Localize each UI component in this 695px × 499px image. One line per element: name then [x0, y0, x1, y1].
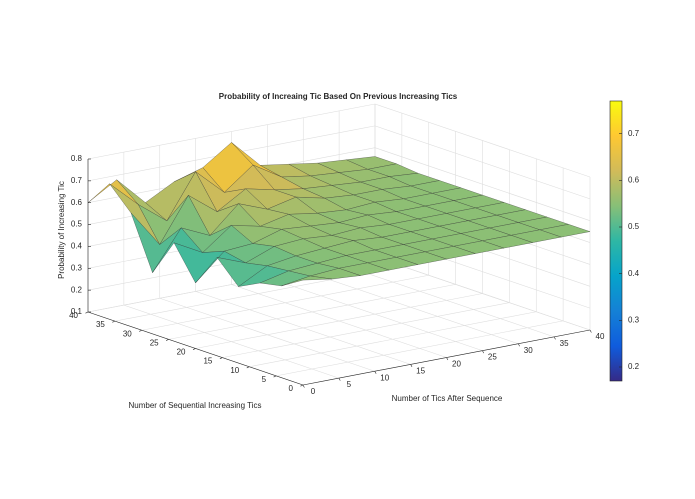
y-tick-label: 0	[289, 384, 294, 393]
y-tick	[273, 375, 277, 378]
y-tick-label: 40	[69, 311, 78, 320]
y-tick	[165, 339, 169, 341]
grid-line	[87, 103, 376, 160]
y-tick	[85, 311, 89, 314]
grid-line	[168, 284, 456, 340]
colorbar	[609, 100, 623, 382]
y-tick-label: 20	[177, 348, 186, 357]
z-tick-label: 0.4	[71, 242, 83, 251]
x-tick-label: 25	[488, 353, 497, 362]
y-tick-label: 10	[230, 366, 239, 375]
z-axis-label: Probability of Increasing Tic	[57, 181, 66, 279]
grid-line	[249, 311, 537, 368]
colorbar-tick-label: 0.6	[628, 175, 640, 184]
x-axis-line	[302, 329, 591, 386]
grid-line	[374, 147, 591, 221]
y-tick	[300, 384, 304, 387]
x-axis-label: Number of Tics After Sequence	[392, 394, 503, 403]
z-tick-label: 0.8	[71, 154, 83, 163]
x-tick	[517, 343, 520, 347]
z-tick-label: 0.1	[71, 307, 83, 316]
grid-line	[276, 320, 564, 377]
x-tick-label: 20	[452, 360, 461, 369]
y-axis-label: Number of Sequential Increasing Tics	[129, 401, 262, 410]
x-tick	[482, 350, 485, 354]
chart-title: Probability of Increaing Tic Based On Pr…	[219, 92, 458, 101]
x-tick	[589, 329, 592, 333]
x-tick-label: 0	[311, 387, 316, 396]
x-tick-label: 15	[416, 366, 425, 375]
x-tick	[374, 371, 377, 374]
y-axis-line	[87, 311, 304, 386]
y-tick-label: 15	[203, 357, 212, 366]
z-tick-label: 0.2	[71, 285, 83, 294]
y-tick	[219, 357, 223, 360]
y-tick	[112, 320, 116, 323]
y-tick-label: 30	[123, 329, 132, 338]
y-tick	[192, 348, 196, 350]
x-tick-label: 40	[596, 332, 605, 341]
z-tick-label: 0.6	[71, 198, 83, 207]
x-tick-label: 5	[347, 380, 352, 389]
x-tick-label: 30	[524, 346, 533, 355]
grid-line	[374, 103, 591, 178]
x-tick-label: 35	[560, 339, 569, 348]
colorbar-tick-label: 0.5	[628, 222, 640, 231]
y-tick-label: 5	[262, 375, 267, 384]
y-tick-label: 35	[96, 320, 105, 329]
grid-line	[374, 125, 591, 200]
grid-line	[374, 256, 591, 331]
z-tick-label: 0.3	[71, 263, 83, 272]
y-tick	[139, 329, 142, 332]
grid-line	[141, 274, 429, 331]
colorbar-tick-label: 0.3	[628, 315, 640, 324]
grid-line	[222, 302, 510, 358]
grid-line	[195, 293, 483, 349]
surface-patch	[281, 275, 332, 287]
x-tick	[338, 377, 341, 381]
y-tick-label: 25	[150, 338, 159, 347]
x-tick	[302, 384, 305, 388]
colorbar-tick-label: 0.7	[628, 129, 640, 138]
x-tick	[553, 336, 556, 340]
colorbar-tick-label: 0.2	[628, 362, 640, 371]
colorbar-tick-label: 0.4	[628, 269, 640, 278]
z-tick-label: 0.7	[71, 176, 83, 185]
z-tick-label: 0.5	[71, 220, 83, 229]
x-tick	[446, 357, 449, 361]
x-tick	[410, 364, 413, 368]
y-tick	[246, 366, 250, 369]
x-tick-label: 10	[380, 373, 389, 382]
